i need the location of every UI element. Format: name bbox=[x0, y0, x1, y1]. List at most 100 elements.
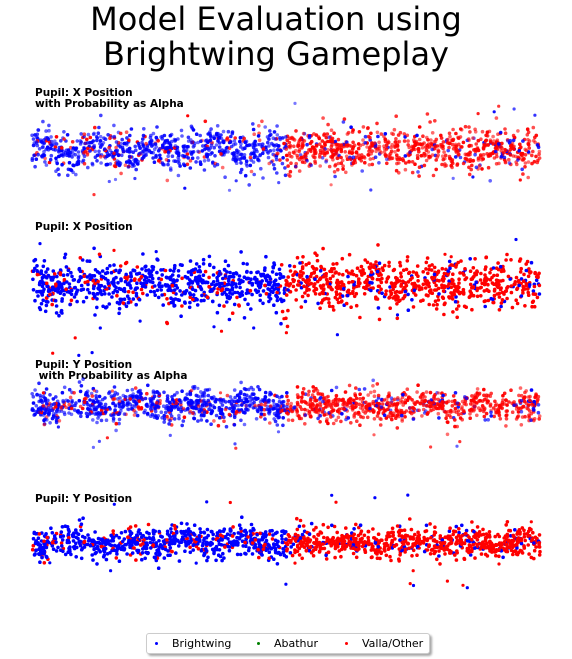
data-point bbox=[332, 131, 336, 135]
data-point bbox=[497, 295, 502, 299]
data-point bbox=[489, 410, 493, 415]
data-point bbox=[450, 138, 454, 142]
data-point bbox=[500, 290, 505, 295]
data-point bbox=[532, 304, 537, 309]
data-point bbox=[165, 414, 169, 419]
data-point bbox=[527, 415, 531, 419]
data-point bbox=[254, 280, 258, 285]
data-point bbox=[157, 281, 162, 285]
data-point bbox=[170, 283, 175, 288]
data-point bbox=[461, 140, 466, 145]
data-point bbox=[318, 284, 323, 288]
data-point bbox=[534, 278, 539, 283]
data-point bbox=[463, 152, 468, 157]
data-point bbox=[116, 281, 120, 285]
data-point bbox=[203, 269, 208, 274]
data-point bbox=[111, 416, 116, 421]
data-point bbox=[132, 163, 136, 168]
data-point bbox=[176, 407, 181, 412]
data-point bbox=[86, 165, 90, 170]
data-point bbox=[85, 389, 90, 394]
data-point bbox=[433, 146, 437, 151]
data-point bbox=[266, 140, 270, 145]
data-point bbox=[242, 275, 247, 280]
data-point bbox=[32, 259, 36, 263]
data-point bbox=[133, 404, 138, 409]
data-point bbox=[153, 390, 157, 395]
data-point bbox=[268, 129, 272, 133]
data-point bbox=[514, 275, 519, 280]
data-point bbox=[188, 398, 193, 403]
data-point bbox=[95, 399, 100, 404]
data-point bbox=[516, 279, 521, 284]
data-point bbox=[274, 272, 279, 277]
data-point bbox=[492, 139, 496, 143]
data-point bbox=[90, 162, 95, 167]
data-point bbox=[369, 262, 373, 266]
data-point bbox=[483, 418, 488, 422]
data-point bbox=[505, 403, 509, 407]
data-point bbox=[376, 410, 381, 415]
data-point bbox=[519, 266, 523, 271]
data-point bbox=[215, 310, 220, 315]
data-point bbox=[103, 147, 107, 151]
data-point bbox=[50, 277, 55, 281]
data-point bbox=[371, 401, 376, 406]
data-point bbox=[231, 409, 236, 414]
data-point bbox=[502, 269, 506, 273]
data-point bbox=[397, 171, 401, 175]
data-point bbox=[201, 144, 205, 148]
data-point bbox=[46, 137, 51, 142]
data-point bbox=[188, 166, 193, 170]
chart-title: Model Evaluation using Brightwing Gamepl… bbox=[90, 0, 462, 73]
data-point bbox=[125, 294, 130, 299]
data-point bbox=[458, 155, 463, 160]
data-point bbox=[45, 402, 49, 406]
data-point bbox=[256, 134, 261, 138]
data-point bbox=[299, 269, 303, 274]
data-point bbox=[403, 293, 407, 298]
data-point bbox=[37, 306, 42, 310]
data-point bbox=[318, 397, 322, 401]
data-point bbox=[323, 151, 327, 156]
data-point bbox=[141, 144, 146, 149]
data-point bbox=[48, 393, 52, 397]
data-point bbox=[227, 412, 232, 417]
data-point bbox=[496, 261, 500, 265]
data-point bbox=[43, 408, 47, 412]
data-point bbox=[34, 140, 39, 144]
data-point bbox=[508, 147, 513, 152]
data-point bbox=[396, 396, 400, 400]
data-point bbox=[214, 131, 219, 136]
data-point bbox=[229, 274, 233, 279]
data-point bbox=[444, 401, 449, 405]
data-point bbox=[311, 266, 316, 271]
data-point bbox=[233, 159, 238, 163]
data-point bbox=[42, 287, 46, 292]
data-point bbox=[357, 153, 361, 157]
data-point bbox=[457, 281, 461, 285]
data-point bbox=[375, 269, 380, 274]
data-point bbox=[431, 407, 436, 412]
data-point bbox=[301, 254, 305, 259]
data-point bbox=[112, 277, 116, 281]
data-point bbox=[278, 272, 282, 276]
data-point bbox=[455, 307, 459, 311]
data-point bbox=[271, 265, 276, 270]
data-point bbox=[229, 144, 234, 149]
data-point bbox=[506, 274, 511, 279]
data-point bbox=[485, 130, 490, 134]
data-point bbox=[383, 139, 388, 144]
data-point bbox=[207, 254, 212, 259]
data-point bbox=[248, 288, 253, 293]
data-point bbox=[153, 409, 158, 414]
data-point bbox=[336, 409, 340, 413]
data-point bbox=[449, 255, 453, 259]
data-point bbox=[351, 140, 355, 145]
data-point bbox=[189, 280, 194, 284]
data-point bbox=[91, 278, 95, 283]
data-point bbox=[282, 141, 286, 146]
data-point bbox=[186, 139, 191, 143]
data-point bbox=[32, 153, 36, 158]
data-point bbox=[156, 149, 161, 153]
